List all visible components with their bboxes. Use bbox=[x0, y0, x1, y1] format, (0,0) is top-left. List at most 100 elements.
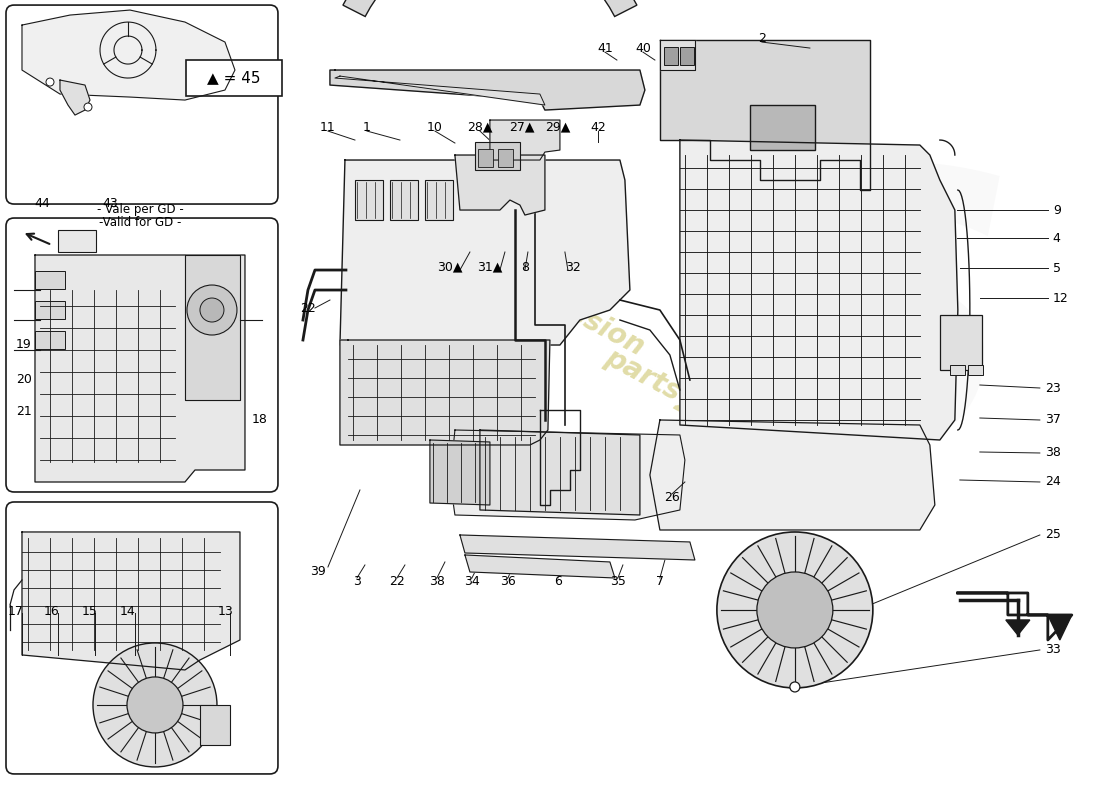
Text: 37: 37 bbox=[1045, 414, 1060, 426]
Text: 21: 21 bbox=[16, 406, 32, 418]
Circle shape bbox=[187, 285, 236, 335]
Polygon shape bbox=[958, 593, 1071, 640]
Polygon shape bbox=[343, 0, 637, 17]
Polygon shape bbox=[1005, 620, 1030, 635]
FancyBboxPatch shape bbox=[6, 502, 278, 774]
Text: 10: 10 bbox=[427, 121, 443, 134]
Polygon shape bbox=[334, 76, 544, 105]
Polygon shape bbox=[340, 340, 550, 445]
Bar bbox=[477, 149, 493, 167]
Polygon shape bbox=[490, 120, 560, 160]
Text: 27▲: 27▲ bbox=[509, 121, 535, 134]
Text: 38: 38 bbox=[1045, 446, 1060, 459]
Text: S: S bbox=[740, 154, 1020, 531]
Polygon shape bbox=[660, 40, 870, 190]
Polygon shape bbox=[330, 70, 645, 110]
Text: 35: 35 bbox=[610, 575, 626, 589]
Bar bbox=[35, 271, 65, 289]
Bar bbox=[939, 315, 982, 370]
Text: 15: 15 bbox=[82, 606, 98, 618]
Bar bbox=[680, 47, 694, 65]
Text: 23: 23 bbox=[1045, 382, 1060, 394]
Text: 3: 3 bbox=[353, 575, 361, 589]
Text: 7: 7 bbox=[656, 575, 664, 589]
Text: 32: 32 bbox=[565, 261, 581, 274]
Circle shape bbox=[46, 78, 54, 86]
Bar bbox=[389, 180, 418, 220]
Circle shape bbox=[84, 103, 92, 111]
Text: 30▲: 30▲ bbox=[437, 261, 463, 274]
Bar bbox=[58, 230, 96, 252]
Text: 19: 19 bbox=[16, 338, 32, 350]
Text: 20: 20 bbox=[16, 373, 32, 386]
Text: 4: 4 bbox=[1053, 231, 1060, 245]
Text: 17: 17 bbox=[8, 606, 24, 618]
Polygon shape bbox=[60, 80, 90, 115]
Text: 18: 18 bbox=[252, 414, 267, 426]
Polygon shape bbox=[35, 255, 245, 482]
Text: 13: 13 bbox=[218, 606, 234, 618]
Polygon shape bbox=[455, 155, 544, 215]
Text: 33: 33 bbox=[1045, 643, 1060, 657]
Bar bbox=[355, 180, 383, 220]
Polygon shape bbox=[480, 430, 640, 515]
Circle shape bbox=[757, 572, 833, 648]
Polygon shape bbox=[680, 140, 958, 440]
Text: 22: 22 bbox=[300, 302, 316, 314]
Bar bbox=[949, 365, 965, 375]
Text: 1: 1 bbox=[363, 121, 371, 134]
Text: 41: 41 bbox=[597, 42, 613, 54]
Bar bbox=[35, 301, 65, 319]
Polygon shape bbox=[185, 255, 240, 400]
Text: 44: 44 bbox=[34, 197, 50, 210]
Text: parts: parts bbox=[600, 342, 685, 406]
Text: 42: 42 bbox=[590, 121, 606, 134]
Circle shape bbox=[790, 682, 800, 692]
Text: 38: 38 bbox=[429, 575, 444, 589]
Bar bbox=[498, 149, 513, 167]
Polygon shape bbox=[460, 535, 695, 560]
Text: 2: 2 bbox=[758, 31, 766, 45]
Text: 39: 39 bbox=[310, 566, 326, 578]
Text: -Valid for GD -: -Valid for GD - bbox=[99, 215, 182, 229]
Circle shape bbox=[717, 532, 873, 688]
Text: 11: 11 bbox=[320, 121, 336, 134]
Text: 31▲: 31▲ bbox=[477, 261, 503, 274]
Text: 28▲: 28▲ bbox=[468, 121, 493, 134]
FancyBboxPatch shape bbox=[6, 218, 278, 492]
Polygon shape bbox=[660, 40, 695, 70]
Text: 40: 40 bbox=[635, 42, 651, 54]
Circle shape bbox=[126, 677, 183, 733]
Polygon shape bbox=[450, 430, 685, 520]
Text: - Vale per GD -: - Vale per GD - bbox=[97, 202, 184, 215]
Polygon shape bbox=[340, 160, 630, 345]
Text: 5: 5 bbox=[1053, 262, 1060, 274]
Text: 2065: 2065 bbox=[670, 391, 742, 445]
Text: 14: 14 bbox=[120, 606, 136, 618]
Text: 26: 26 bbox=[664, 491, 680, 505]
Text: 6: 6 bbox=[554, 575, 562, 589]
Bar bbox=[475, 142, 520, 170]
Text: 34: 34 bbox=[464, 575, 480, 589]
Circle shape bbox=[200, 298, 224, 322]
Bar bbox=[425, 180, 453, 220]
Circle shape bbox=[94, 643, 217, 767]
Text: 29▲: 29▲ bbox=[546, 121, 571, 134]
Polygon shape bbox=[22, 10, 235, 100]
Bar bbox=[664, 47, 678, 65]
Text: 25: 25 bbox=[1045, 529, 1060, 542]
FancyBboxPatch shape bbox=[186, 60, 282, 96]
Text: 24: 24 bbox=[1045, 475, 1060, 489]
Bar bbox=[968, 365, 982, 375]
Bar bbox=[35, 331, 65, 349]
Polygon shape bbox=[1048, 615, 1071, 640]
Bar bbox=[200, 705, 230, 745]
FancyBboxPatch shape bbox=[6, 5, 278, 204]
Text: ▲ = 45: ▲ = 45 bbox=[207, 70, 261, 86]
Bar bbox=[750, 105, 815, 150]
Text: 8: 8 bbox=[521, 261, 529, 274]
Text: 12: 12 bbox=[1053, 291, 1068, 305]
Polygon shape bbox=[22, 532, 240, 670]
Text: 9: 9 bbox=[1053, 203, 1060, 217]
Text: 16: 16 bbox=[44, 606, 59, 618]
